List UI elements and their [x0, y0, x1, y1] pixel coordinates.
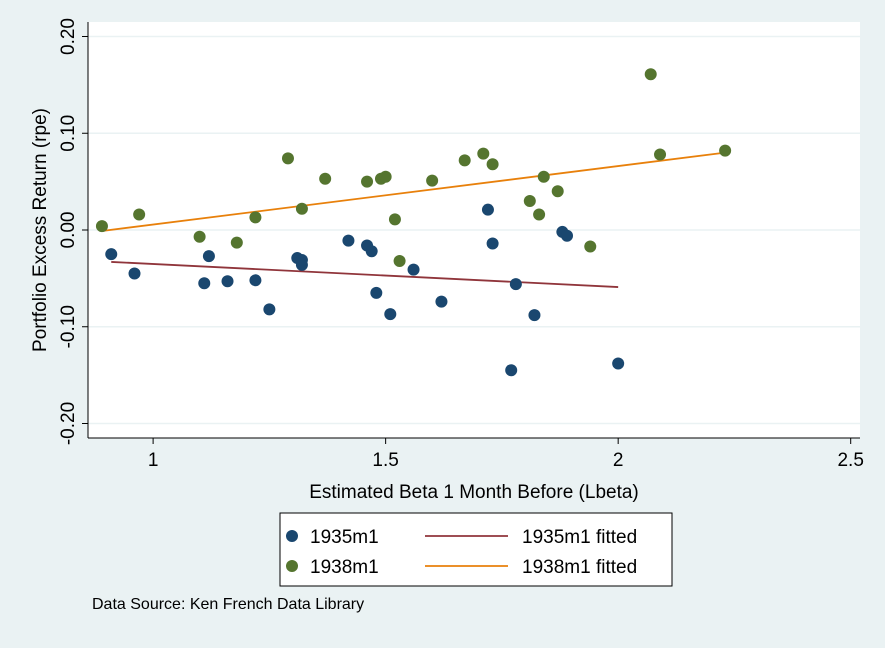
axes: -0.20 -0.10 0.00 0.10 0.20 1 1.5 2 2.5 — [58, 18, 864, 471]
data-point — [612, 357, 625, 370]
legend-marker — [286, 530, 298, 542]
data-point — [505, 364, 518, 377]
data-point — [198, 277, 211, 290]
x-tick-label: 1.5 — [372, 450, 398, 471]
data-point — [481, 203, 494, 216]
legend-label: 1938m1 fitted — [522, 557, 637, 578]
data-point — [249, 274, 262, 287]
legend-label: 1935m1 — [310, 527, 379, 548]
data-point — [249, 211, 262, 224]
data-point — [486, 158, 499, 171]
data-point — [435, 295, 448, 308]
data-point — [551, 185, 564, 198]
data-point — [133, 208, 146, 221]
data-point — [370, 286, 383, 299]
data-point — [128, 267, 141, 280]
data-source-note: Data Source: Ken French Data Library — [92, 596, 365, 613]
data-point — [361, 175, 374, 188]
fitted-line — [111, 261, 619, 288]
y-tick-label: 0.10 — [58, 115, 79, 152]
data-point — [654, 148, 667, 161]
data-point — [426, 174, 439, 187]
legend-label: 1935m1 fitted — [522, 527, 637, 548]
data-point — [719, 144, 732, 157]
data-point — [295, 202, 308, 215]
data-point — [193, 230, 206, 243]
data-point — [584, 240, 597, 253]
data-point — [342, 234, 355, 247]
data-point — [281, 152, 294, 165]
data-point — [477, 147, 490, 160]
legend-label: 1938m1 — [310, 557, 379, 578]
x-tick-label: 1 — [148, 450, 159, 471]
grid-lines — [88, 35, 860, 425]
fitted-lines — [101, 151, 726, 288]
data-point — [509, 278, 522, 291]
data-point — [202, 250, 215, 263]
data-point — [263, 303, 276, 316]
legend-box — [279, 512, 673, 587]
y-tick-label: -0.10 — [58, 305, 79, 348]
data-point — [533, 208, 546, 221]
data-point — [523, 194, 536, 207]
x-tick-label: 2.5 — [837, 450, 863, 471]
y-axis-label: Portfolio Excess Return (rpe) — [30, 108, 51, 352]
data-point — [379, 170, 392, 183]
y-tick-label: 0.20 — [58, 18, 79, 55]
data-point — [319, 172, 332, 185]
y-tick-label: 0.00 — [58, 212, 79, 249]
data-point — [644, 68, 657, 81]
data-point — [105, 248, 118, 261]
data-point — [486, 237, 499, 250]
fitted-line — [101, 151, 726, 232]
data-point — [393, 254, 406, 267]
data-point — [221, 275, 234, 288]
legend: 1935m1 1938m1 1935m1 fitted 1938m1 fitted — [279, 512, 673, 587]
data-point — [537, 170, 550, 183]
data-point — [458, 154, 471, 167]
data-point — [230, 236, 243, 249]
data-point — [407, 263, 420, 276]
y-tick-label: -0.20 — [58, 402, 79, 445]
data-point — [384, 308, 397, 321]
data-point — [365, 245, 378, 258]
x-axis-label: Estimated Beta 1 Month Before (Lbeta) — [309, 482, 639, 503]
data-point — [528, 309, 541, 322]
x-tick-label: 2 — [613, 450, 624, 471]
data-point — [95, 220, 108, 233]
data-point — [561, 229, 574, 242]
legend-marker — [286, 560, 298, 572]
data-point — [295, 253, 308, 266]
scatter-points — [95, 68, 732, 377]
data-point — [388, 213, 401, 226]
